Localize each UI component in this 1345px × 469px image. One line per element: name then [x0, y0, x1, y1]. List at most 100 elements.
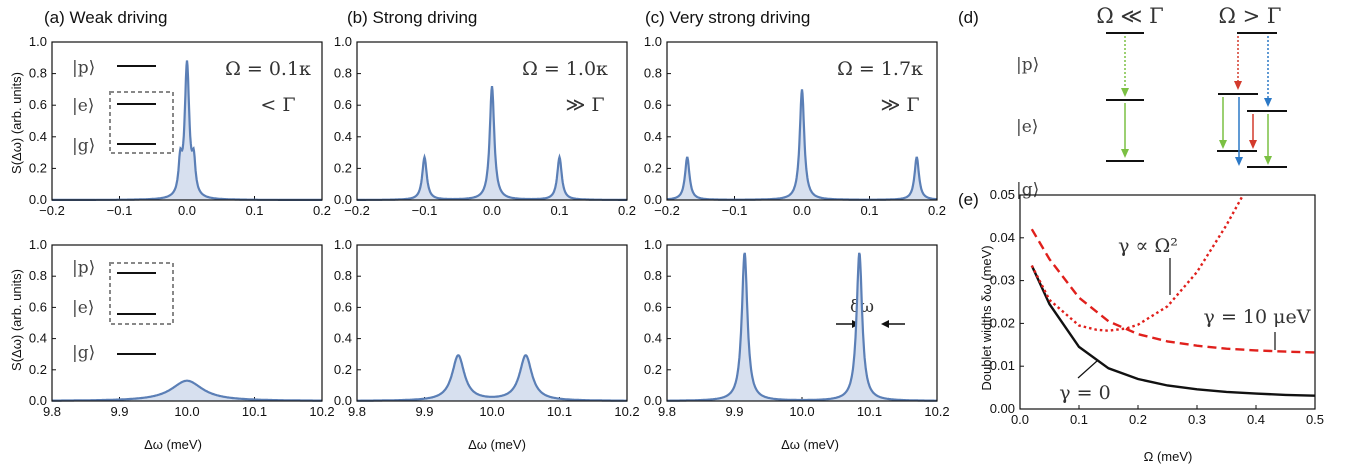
- spectrum-fill-a-bottom: [52, 380, 322, 401]
- spectrum-fill-b-bottom: [357, 355, 627, 401]
- xtick-label-c-bottom-1: 9.9: [725, 404, 743, 419]
- ytick-label-b-bottom-1: 0.2: [334, 362, 352, 377]
- xtick-label-c-top-4: 0.2: [928, 203, 946, 218]
- ytick-label-c-top-0: 0.0: [644, 192, 662, 207]
- panel-d-label: (d): [958, 8, 979, 27]
- ytick-label-b-bottom-4: 0.8: [334, 268, 352, 283]
- ytick-label-e-3: 0.03: [990, 273, 1015, 288]
- xtick-label-c-top-3: 0.1: [860, 203, 878, 218]
- ytick-label-c-bottom-2: 0.4: [644, 331, 662, 346]
- spectrum-line-b-top: [357, 85, 627, 201]
- top-ylabel: S(Δω) (arb. units): [9, 72, 24, 174]
- ytick-label-c-bottom-1: 0.2: [644, 362, 662, 377]
- d-right-blue-solid-head: [1235, 157, 1243, 166]
- xtick-label-b-top-1: −0.1: [412, 203, 438, 218]
- xtick-label-c-bottom-0: 9.8: [658, 404, 676, 419]
- xtick-label-c-bottom-4: 10.2: [924, 404, 949, 419]
- level-g-label: |g⟩: [72, 136, 95, 156]
- panel-e-annotations: Doublet widths δω (meV) Ω (meV) γ ∝ Ω² γ…: [979, 235, 1311, 464]
- level-e-label: |e⟩: [72, 96, 94, 116]
- xtick-label-b-top-4: 0.2: [618, 203, 636, 218]
- frame-a-top: [51, 41, 323, 201]
- xtick-label-a-top-1: −0.1: [107, 203, 133, 218]
- xtick-label-b-top-0: −0.2: [344, 203, 370, 218]
- xtick-label-c-bottom-3: 10.1: [857, 404, 882, 419]
- ytick-label-c-bottom-3: 0.6: [644, 299, 662, 314]
- label-gamma-zero: γ = 0: [1059, 382, 1110, 404]
- xtick-label-a-top-0: −0.2: [39, 203, 65, 218]
- xtick-label-b-bottom-2: 10.0: [479, 404, 504, 419]
- condition-right: Ω > Γ: [1219, 4, 1282, 28]
- xtick-label-c-top-1: −0.1: [722, 203, 748, 218]
- d-right-green-1-head: [1219, 140, 1227, 149]
- param-b: Ω = 1.0κ: [522, 58, 608, 80]
- chart-b-bottom: 9.8 9.9 10.0 10.1 10.2 0.0 0.2 0.4 0.6 0.8 1.0: [334, 237, 640, 419]
- level-e-label-bottom: |e⟩: [72, 298, 94, 318]
- spectrum-fill-a-top: [52, 60, 322, 200]
- series-line-1: [1030, 228, 1315, 354]
- xlabel-b: Δω (meV): [468, 437, 526, 452]
- arrow-right-head: [881, 320, 889, 328]
- xtick-label-e-4: 0.4: [1247, 412, 1265, 427]
- chart-b-top: −0.2 −0.1 0.0 0.1 0.2 0.0 0.2 0.4 0.6 0.8 1.0: [334, 34, 636, 218]
- xtick-label-a-top-2: 0.0: [178, 203, 196, 218]
- xtick-label-b-bottom-0: 9.8: [348, 404, 366, 419]
- series-line-0: [1030, 265, 1315, 397]
- ytick-label-a-bottom-1: 0.2: [29, 362, 47, 377]
- label-gamma-prop: γ ∝ Ω²: [1118, 235, 1178, 257]
- ytick-label-b-top-2: 0.4: [334, 129, 352, 144]
- ytick-label-a-top-0: 0.0: [29, 192, 47, 207]
- xtick-label-a-bottom-1: 9.9: [110, 404, 128, 419]
- charts-layer: −0.2 −0.1 0.0 0.1 0.2 0.0 0.2 0.4 0.6 0.8 1.0 −0.2 −…: [29, 34, 1324, 427]
- panel-a-annotations: Ω = 0.1κ < Γ |p⟩ |e⟩ |g⟩: [72, 58, 311, 156]
- panel-a-title: (a) Weak driving: [44, 8, 167, 27]
- frame-a-bottom: [51, 244, 323, 402]
- e-ylabel: Doublet widths δω (meV): [979, 245, 994, 390]
- d-level-e: |e⟩: [1016, 117, 1038, 137]
- level-p-label: |p⟩: [72, 58, 95, 78]
- spectrum-line-b-bottom: [357, 354, 627, 402]
- xtick-label-c-bottom-2: 10.0: [789, 404, 814, 419]
- ytick-label-e-5: 0.05: [990, 187, 1015, 202]
- panel-a-bottom-annotations: |p⟩ |e⟩ |g⟩: [72, 258, 174, 363]
- xtick-label-b-bottom-4: 10.2: [614, 404, 639, 419]
- xtick-label-b-bottom-3: 10.1: [547, 404, 572, 419]
- d-right-red-solid-head: [1249, 140, 1257, 149]
- ytick-label-e-4: 0.04: [990, 230, 1015, 245]
- ytick-label-a-top-1: 0.2: [29, 160, 47, 175]
- ytick-label-b-top-4: 0.8: [334, 66, 352, 81]
- frame-c-top: [666, 41, 938, 201]
- d-right-red-dotted-head: [1234, 81, 1242, 90]
- frame-b-bottom: [356, 244, 628, 402]
- frame-b-top: [356, 41, 628, 201]
- pointer-gamma-zero: [1077, 360, 1098, 379]
- ytick-label-c-top-4: 0.8: [644, 66, 662, 81]
- ytick-label-c-bottom-0: 0.0: [644, 393, 662, 408]
- xlabel-a: Δω (meV): [144, 437, 202, 452]
- xlabel-c: Δω (meV): [781, 437, 839, 452]
- xtick-label-a-bottom-3: 10.1: [242, 404, 267, 419]
- chart-c-bottom: 9.8 9.9 10.0 10.1 10.2 0.0 0.2 0.4 0.6 0.8 1.0: [644, 237, 950, 419]
- ytick-label-b-bottom-3: 0.6: [334, 299, 352, 314]
- ytick-label-a-bottom-4: 0.8: [29, 268, 47, 283]
- xtick-label-e-0: 0.0: [1011, 412, 1029, 427]
- frame-e: [1019, 194, 1316, 410]
- xtick-label-b-top-2: 0.0: [483, 203, 501, 218]
- ytick-label-e-0: 0.00: [990, 401, 1015, 416]
- chart-a-bottom: 9.8 9.9 10.0 10.1 10.2 0.0 0.2 0.4 0.6 0.8 1.0: [29, 237, 335, 419]
- condition-left: Ω ≪ Γ: [1096, 4, 1163, 28]
- ytick-label-e-1: 0.01: [990, 358, 1015, 373]
- ytick-label-c-top-3: 0.6: [644, 97, 662, 112]
- d-right-green-2-head: [1264, 156, 1272, 165]
- xtick-label-e-3: 0.3: [1188, 412, 1206, 427]
- ytick-label-c-top-5: 1.0: [644, 34, 662, 49]
- ytick-label-a-top-5: 1.0: [29, 34, 47, 49]
- relation-c: ≫ Γ: [880, 94, 919, 116]
- ytick-label-a-top-2: 0.4: [29, 129, 47, 144]
- ytick-label-b-top-0: 0.0: [334, 192, 352, 207]
- chart-a-top: −0.2 −0.1 0.0 0.1 0.2 0.0 0.2 0.4 0.6 0.8 1.0: [29, 34, 331, 218]
- ytick-label-a-bottom-0: 0.0: [29, 393, 47, 408]
- ytick-label-b-bottom-0: 0.0: [334, 393, 352, 408]
- xtick-label-a-bottom-2: 10.0: [174, 404, 199, 419]
